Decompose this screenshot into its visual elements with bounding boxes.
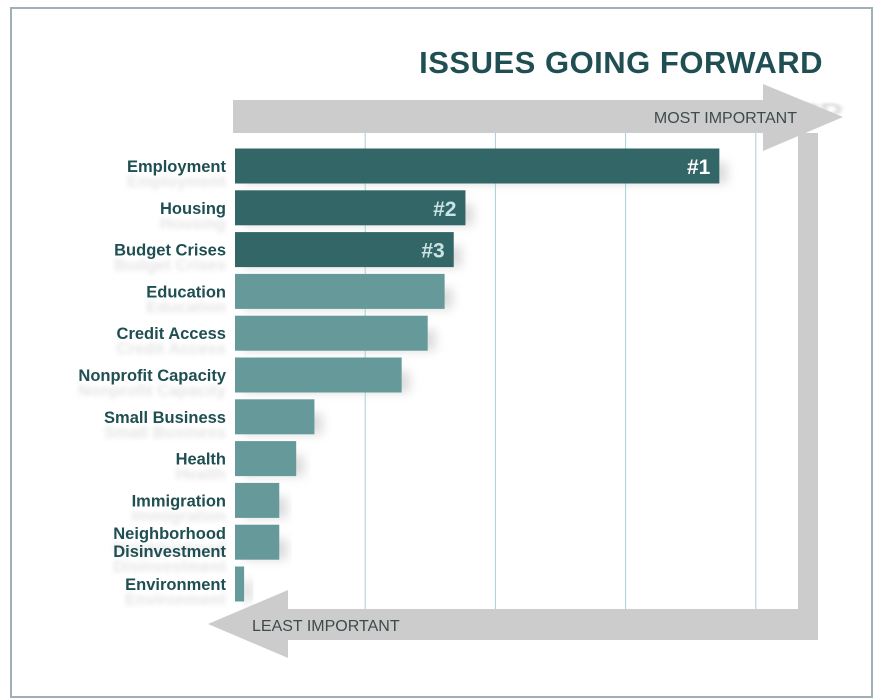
- rank-label-3: #3: [421, 240, 444, 263]
- category-label: Immigration: [132, 492, 226, 510]
- category-label-shadow: Budget Crises: [114, 257, 226, 275]
- category-label-shadow: Environment: [125, 591, 226, 609]
- bar-education: [235, 273, 445, 309]
- bar-small-business: [235, 399, 315, 435]
- category-label: Credit Access: [117, 325, 226, 343]
- category-label: Small Business: [104, 409, 226, 427]
- rank-label-1: #1: [687, 156, 711, 179]
- bar-nonprofit-capacity: [235, 357, 402, 393]
- least-important-arrow-shape: [208, 590, 818, 658]
- most-important-arrow-shape: [233, 84, 843, 151]
- category-label: Neighborhood: [113, 525, 226, 543]
- bar-environment: [235, 566, 245, 602]
- category-label-shadow: Immigration: [132, 507, 226, 525]
- category-label: Budget Crises: [114, 242, 226, 260]
- category-label-shadow: Disinvestment: [113, 558, 226, 576]
- category-label: Disinvestment: [113, 543, 226, 561]
- category-label-shadow: Employment: [127, 173, 227, 191]
- category-label-shadow: Small Business: [104, 424, 226, 442]
- category-label-shadow: Nonprofit Capacity: [78, 382, 226, 400]
- category-label-shadow: Neighborhood: [113, 540, 226, 558]
- category-label: Environment: [125, 576, 226, 594]
- bar-credit-access: [235, 315, 428, 351]
- bar-budget-crises: [235, 232, 454, 268]
- chart-title: ISSUES GOING FORWARD: [419, 45, 823, 80]
- category-label-shadow: Credit Access: [117, 340, 226, 358]
- bars-group: #1 #2 #3: [235, 148, 720, 602]
- bar-employment: [235, 148, 720, 184]
- category-label-shadow: Housing: [160, 215, 226, 233]
- least-important-label: LEAST IMPORTANT: [252, 618, 400, 635]
- category-label: Nonprofit Capacity: [78, 367, 226, 385]
- bar-neighborhood-disinvestment: [235, 524, 280, 560]
- bar-health: [235, 441, 297, 477]
- most-important-label: MOST IMPORTANT: [654, 110, 797, 127]
- bar-immigration: [235, 482, 280, 518]
- category-label: Health: [176, 451, 226, 469]
- category-label: Housing: [160, 200, 226, 218]
- category-label-shadow: Education: [146, 298, 226, 316]
- bar-shadow: [243, 580, 253, 602]
- bar-housing: [235, 190, 466, 226]
- category-label: Employment: [127, 158, 227, 176]
- category-label-shadow: Health: [176, 466, 226, 484]
- rank-label-2: #2: [433, 198, 456, 221]
- right-arrow-shaft: [798, 133, 818, 610]
- category-label: Education: [146, 283, 226, 301]
